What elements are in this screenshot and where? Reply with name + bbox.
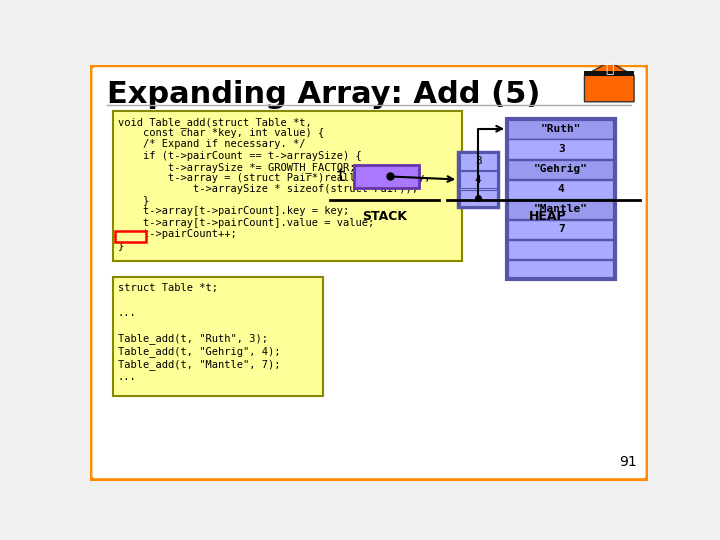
Text: struct Table *t;: struct Table *t; — [118, 283, 218, 293]
Text: Table_add(t, "Ruth", 3);: Table_add(t, "Ruth", 3); — [118, 334, 268, 345]
Bar — [507, 200, 616, 219]
Bar — [507, 179, 616, 199]
Text: 7: 7 — [558, 224, 564, 234]
Bar — [459, 171, 497, 188]
Text: t->pairCount++;: t->pairCount++; — [118, 229, 237, 239]
Bar — [459, 153, 497, 170]
Text: 3: 3 — [475, 156, 482, 166]
Bar — [114, 231, 145, 241]
Text: STACK: STACK — [362, 210, 407, 222]
Text: "Mantle": "Mantle" — [534, 204, 588, 214]
Bar — [113, 276, 323, 396]
Text: "Gehrig": "Gehrig" — [534, 164, 588, 174]
Bar — [113, 111, 462, 261]
Polygon shape — [585, 62, 634, 102]
Text: if (t->pairCount == t->arraySize) {: if (t->pairCount == t->arraySize) { — [118, 151, 361, 161]
Text: ...: ... — [118, 308, 137, 318]
Text: t: t — [336, 167, 346, 185]
Text: ...: ... — [118, 372, 137, 382]
Text: Table_add(t, "Gehrig", 4);: Table_add(t, "Gehrig", 4); — [118, 346, 280, 357]
Text: t->array = (struct Pair*)realloc(t->array,: t->array = (struct Pair*)realloc(t->arra… — [118, 173, 431, 183]
Text: }: } — [118, 195, 149, 205]
Text: t->arraySize *= GROWTH_FACTOR;: t->arraySize *= GROWTH_FACTOR; — [118, 162, 356, 173]
Bar — [507, 119, 616, 139]
Text: 3: 3 — [558, 144, 564, 154]
Text: Table_add(t, "Mantle", 7);: Table_add(t, "Mantle", 7); — [118, 359, 280, 370]
Text: ⛨: ⛨ — [605, 60, 613, 75]
Bar — [507, 159, 616, 179]
Text: "Ruth": "Ruth" — [541, 124, 582, 134]
Text: /* Expand if necessary. */: /* Expand if necessary. */ — [118, 139, 305, 150]
Text: t->array[t->pairCount].value = value;: t->array[t->pairCount].value = value; — [118, 218, 374, 228]
Text: t->array[t->pairCount].key = key;: t->array[t->pairCount].key = key; — [118, 206, 349, 217]
Text: t->arraySize * sizeof(struct Pair));: t->arraySize * sizeof(struct Pair)); — [118, 184, 418, 194]
Text: 91: 91 — [619, 455, 637, 469]
Text: }: } — [118, 240, 124, 250]
Text: const char *key, int value) {: const char *key, int value) { — [118, 129, 324, 138]
Polygon shape — [585, 71, 634, 76]
Bar — [507, 240, 616, 259]
Bar — [354, 165, 419, 188]
Bar — [507, 220, 616, 239]
Text: Expanding Array: Add (5): Expanding Array: Add (5) — [107, 80, 541, 109]
FancyBboxPatch shape — [90, 65, 648, 481]
Text: 4: 4 — [475, 174, 482, 185]
Text: 4: 4 — [558, 184, 564, 194]
Bar — [507, 139, 616, 159]
Text: void Table_add(struct Table *t,: void Table_add(struct Table *t, — [118, 117, 312, 128]
Bar — [459, 190, 497, 206]
Text: HEAP: HEAP — [528, 210, 566, 222]
Bar — [458, 152, 498, 207]
Bar — [507, 119, 616, 279]
Bar — [507, 260, 616, 279]
